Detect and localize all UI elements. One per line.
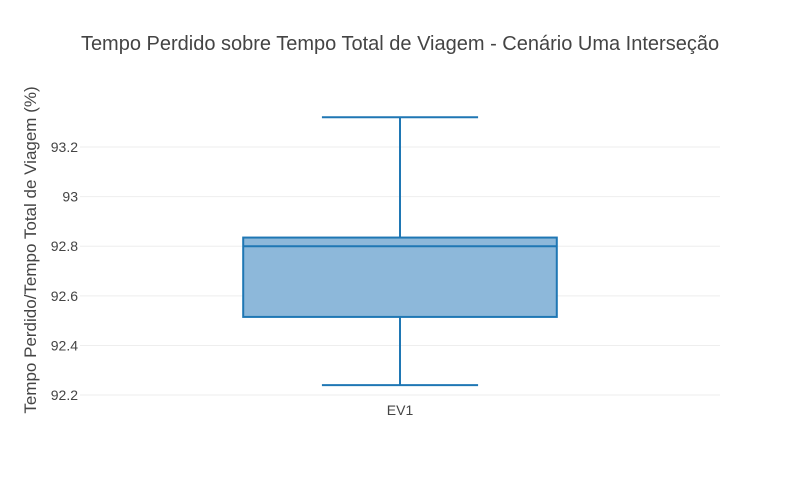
y-axis-label: Tempo Perdido/Tempo Total de Viagem (%) [21,86,40,413]
chart-title: Tempo Perdido sobre Tempo Total de Viage… [81,33,719,55]
box-EV1 [242,116,558,387]
y-tick-label: 92.8 [51,238,78,254]
y-tick-label: 92.4 [51,337,78,353]
box-plot [242,116,558,387]
y-tick-label: 93.2 [51,139,78,155]
y-tick-label: 93 [62,189,78,205]
y-axis-ticks: 92.2 92.4 92.6 92.8 93 93.2 [51,139,78,403]
y-tick-label: 92.2 [51,387,78,403]
x-axis-ticks: EV1 [387,402,414,418]
x-tick-label: EV1 [387,402,414,418]
y-tick-label: 92.6 [51,288,78,304]
iqr-box [242,236,558,318]
